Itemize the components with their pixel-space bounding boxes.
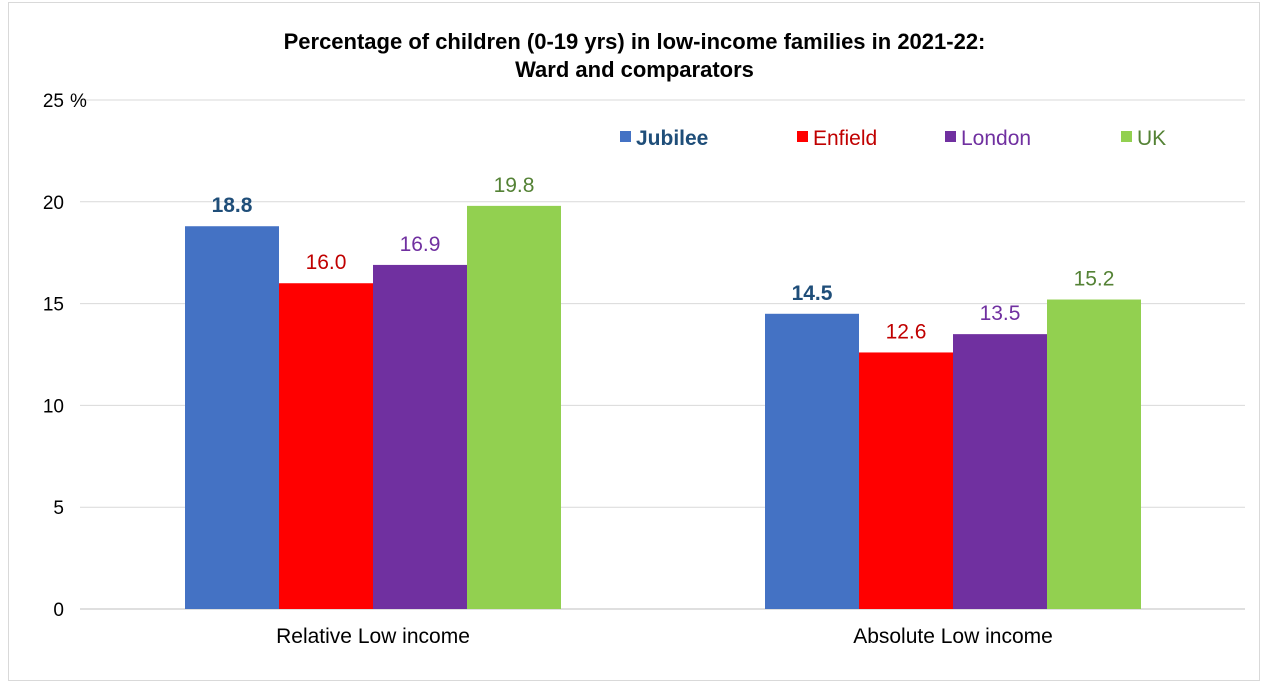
legend-swatch <box>620 131 631 142</box>
legend-label: Jubilee <box>636 127 708 150</box>
data-label: 16.9 <box>400 233 441 256</box>
y-tick-label: 0 <box>53 600 64 621</box>
chart-title-line1: Percentage of children (0-19 yrs) in low… <box>283 29 986 54</box>
legend-swatch <box>945 131 956 142</box>
data-label: 16.0 <box>306 251 347 274</box>
legend: Jubilee Enfield London UK <box>620 127 1166 150</box>
bars <box>185 205 1141 609</box>
bar <box>953 334 1047 609</box>
legend-label: London <box>961 127 1031 150</box>
y-tick-label: 10 <box>43 396 64 417</box>
bar <box>1047 299 1141 609</box>
data-label: 12.6 <box>886 320 927 343</box>
legend-swatch <box>797 131 808 142</box>
y-axis: 0 5 10 15 20 25% <box>43 91 87 621</box>
x-category-label: Relative Low income <box>276 625 470 648</box>
legend-label: UK <box>1137 127 1166 150</box>
y-tick-label: 15 <box>43 295 64 316</box>
data-label: 13.5 <box>980 302 1021 325</box>
y-tick-label: 5 <box>53 498 64 519</box>
data-label: 14.5 <box>792 282 833 305</box>
x-category-label: Absolute Low income <box>853 625 1053 648</box>
data-label: 18.8 <box>212 194 253 217</box>
bar <box>279 283 373 609</box>
legend-label: Enfield <box>813 127 877 150</box>
data-label: 15.2 <box>1074 268 1115 291</box>
y-tick-label: 25 <box>43 91 64 112</box>
bar <box>765 313 859 609</box>
bar <box>467 205 561 609</box>
data-labels: 18.8 16.0 16.9 19.8 14.5 12.6 13.5 15.2 <box>212 174 1115 344</box>
x-axis: Relative Low income Absolute Low income <box>276 625 1053 648</box>
chart-title: Percentage of children (0-19 yrs) in low… <box>0 28 1269 84</box>
legend-swatch <box>1121 131 1132 142</box>
y-tick-label: 20 <box>43 193 64 214</box>
bar <box>373 264 467 609</box>
chart-title-line2: Ward and comparators <box>515 57 754 82</box>
bar <box>185 226 279 609</box>
y-axis-unit-label: % <box>70 91 87 112</box>
data-label: 19.8 <box>494 174 535 197</box>
bar <box>859 352 953 609</box>
